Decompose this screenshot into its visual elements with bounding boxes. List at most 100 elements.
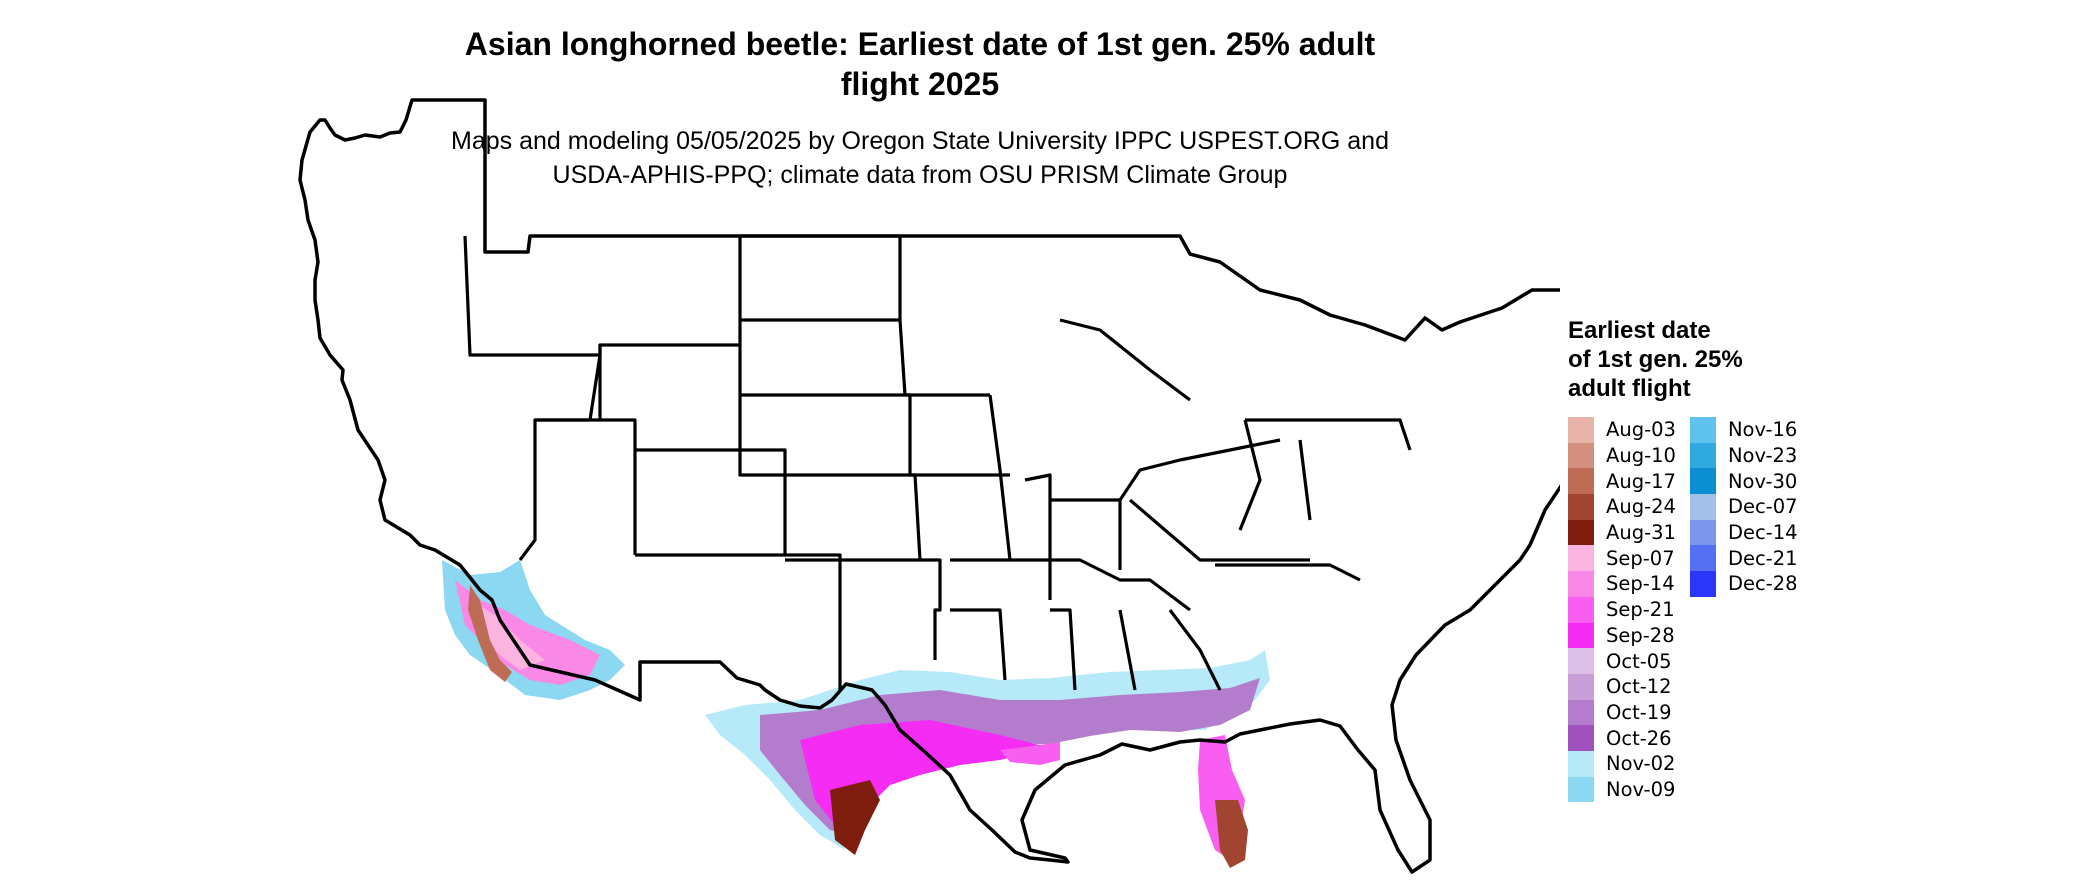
legend-item: Sep-07 bbox=[1568, 545, 1676, 572]
state-line bbox=[1024, 473, 1052, 600]
legend-columns: Aug-03 Aug-10 Aug-17 Aug-24 Aug-31 Sep-07 Sep-… bbox=[1568, 417, 1812, 803]
legend-item: Oct-26 bbox=[1568, 725, 1676, 751]
state-line bbox=[635, 448, 787, 557]
legend-swatch bbox=[1568, 442, 1594, 469]
fill-louisiana bbox=[1000, 742, 1060, 765]
fill-colorado-river bbox=[468, 585, 512, 682]
legend-item: Nov-30 bbox=[1689, 468, 1798, 495]
legend-swatch bbox=[1689, 494, 1716, 520]
legend-label: Aug-31 bbox=[1606, 521, 1676, 545]
legend-swatch bbox=[1568, 596, 1594, 623]
legend-item: Nov-09 bbox=[1568, 776, 1676, 803]
legend-label: Aug-03 bbox=[1606, 418, 1676, 442]
legend-item: Sep-14 bbox=[1568, 571, 1676, 597]
legend-swatch bbox=[1568, 519, 1594, 546]
legend-column-2: Nov-16 Nov-23 Nov-30 Dec-07 Dec-14 Dec-21 Dec-… bbox=[1689, 417, 1798, 802]
legend-item: Aug-10 bbox=[1568, 442, 1676, 469]
legend-swatch bbox=[1568, 725, 1594, 751]
legend-swatch bbox=[1568, 673, 1594, 700]
legend-item: Aug-24 bbox=[1568, 494, 1676, 520]
subtitle-line-2: USDA-APHIS-PPQ; climate data from OSU PR… bbox=[552, 161, 1288, 189]
state-line bbox=[785, 553, 842, 690]
legend-item: Aug-03 bbox=[1568, 417, 1676, 443]
state-line bbox=[535, 418, 637, 555]
state-line bbox=[950, 394, 1012, 562]
legend-swatch bbox=[1689, 571, 1716, 597]
state-line bbox=[518, 354, 602, 561]
legend-swatch bbox=[1568, 571, 1594, 597]
state-line bbox=[738, 236, 785, 477]
interior-state-lines bbox=[463, 234, 1412, 691]
legend-item: Dec-07 bbox=[1689, 494, 1798, 520]
legend-item: Nov-23 bbox=[1689, 442, 1798, 469]
legend-label: Nov-16 bbox=[1727, 418, 1798, 442]
legend-item: Nov-02 bbox=[1568, 750, 1676, 777]
legend-swatch bbox=[1568, 750, 1594, 777]
legend-label: Nov-30 bbox=[1727, 469, 1798, 493]
legend-swatch bbox=[1568, 417, 1594, 443]
legend-item: Sep-28 bbox=[1568, 622, 1676, 649]
fill-southwest-core bbox=[470, 600, 545, 670]
legend-label: Oct-26 bbox=[1606, 726, 1672, 750]
legend-swatch bbox=[1568, 622, 1594, 649]
legend-item: Oct-19 bbox=[1568, 699, 1676, 726]
legend-swatch bbox=[1689, 468, 1716, 495]
legend-swatch bbox=[1568, 699, 1594, 726]
state-line bbox=[898, 319, 990, 397]
state-line bbox=[1118, 609, 1137, 691]
state-line bbox=[740, 393, 912, 475]
legend-label: Aug-10 bbox=[1606, 444, 1676, 468]
legend-item: Dec-21 bbox=[1689, 545, 1798, 572]
legend-label: Dec-21 bbox=[1727, 546, 1798, 570]
legend-label: Dec-28 bbox=[1727, 572, 1798, 596]
legend-label: Nov-02 bbox=[1606, 752, 1676, 776]
legend-label: Oct-19 bbox=[1606, 700, 1672, 724]
title-line-2: flight 2025 bbox=[840, 66, 1000, 102]
legend-label: Oct-12 bbox=[1606, 675, 1672, 699]
legend-item: Sep-21 bbox=[1568, 596, 1676, 623]
legend-label: Sep-28 bbox=[1606, 623, 1675, 647]
state-line bbox=[1245, 418, 1412, 451]
state-line bbox=[740, 234, 902, 322]
legend-label: Aug-17 bbox=[1606, 469, 1676, 493]
legend-label: Nov-09 bbox=[1606, 777, 1676, 801]
legend-label: Dec-07 bbox=[1727, 495, 1798, 519]
fill-south-texas bbox=[830, 780, 880, 855]
legend-label: Sep-21 bbox=[1606, 598, 1675, 622]
fill-gulf-oct bbox=[760, 678, 1260, 835]
legend-label: Oct-05 bbox=[1606, 649, 1672, 673]
fill-florida-south bbox=[1215, 800, 1248, 868]
us-outline bbox=[298, 98, 1560, 874]
legend-swatch bbox=[1568, 776, 1594, 803]
state-line bbox=[1118, 438, 1281, 501]
state-line bbox=[950, 608, 1007, 681]
legend-label: Dec-14 bbox=[1727, 521, 1798, 545]
legend-swatch bbox=[1568, 545, 1594, 572]
legend-item: Aug-31 bbox=[1568, 519, 1676, 546]
legend-title-line-1: Earliest date bbox=[1568, 317, 1711, 344]
title-line-1: Asian longhorned beetle: Earliest date o… bbox=[464, 26, 1376, 62]
legend-item: Nov-16 bbox=[1689, 417, 1798, 443]
state-line bbox=[1059, 318, 1191, 402]
state-line bbox=[463, 235, 740, 357]
legend-label: Sep-14 bbox=[1606, 572, 1675, 596]
legend-item: Oct-12 bbox=[1568, 673, 1676, 700]
legend-swatch bbox=[1568, 494, 1594, 520]
legend-item: Aug-17 bbox=[1568, 468, 1676, 495]
legend-label: Nov-23 bbox=[1727, 444, 1798, 468]
legend: Earliest date of 1st gen. 25% adult flig… bbox=[1568, 316, 1812, 803]
legend-title: Earliest date of 1st gen. 25% adult flig… bbox=[1568, 316, 1812, 403]
legend-swatch bbox=[1689, 417, 1716, 443]
legend-label: Aug-24 bbox=[1606, 495, 1676, 519]
fill-southwest-inner bbox=[455, 580, 600, 685]
state-line bbox=[785, 473, 922, 562]
subtitle-line-1: Maps and modeling 05/05/2025 by Oregon S… bbox=[451, 127, 1389, 155]
page-subtitle: Maps and modeling 05/05/2025 by Oregon S… bbox=[300, 124, 1540, 192]
legend-item: Dec-28 bbox=[1689, 571, 1798, 597]
legend-column-1: Aug-03 Aug-10 Aug-17 Aug-24 Aug-31 Sep-07 Sep-… bbox=[1568, 417, 1676, 803]
state-line bbox=[1238, 419, 1262, 531]
state-line bbox=[1298, 439, 1312, 521]
page-title: Asian longhorned beetle: Earliest date o… bbox=[300, 24, 1540, 104]
legend-swatch bbox=[1689, 545, 1716, 572]
legend-swatch bbox=[1689, 519, 1716, 546]
